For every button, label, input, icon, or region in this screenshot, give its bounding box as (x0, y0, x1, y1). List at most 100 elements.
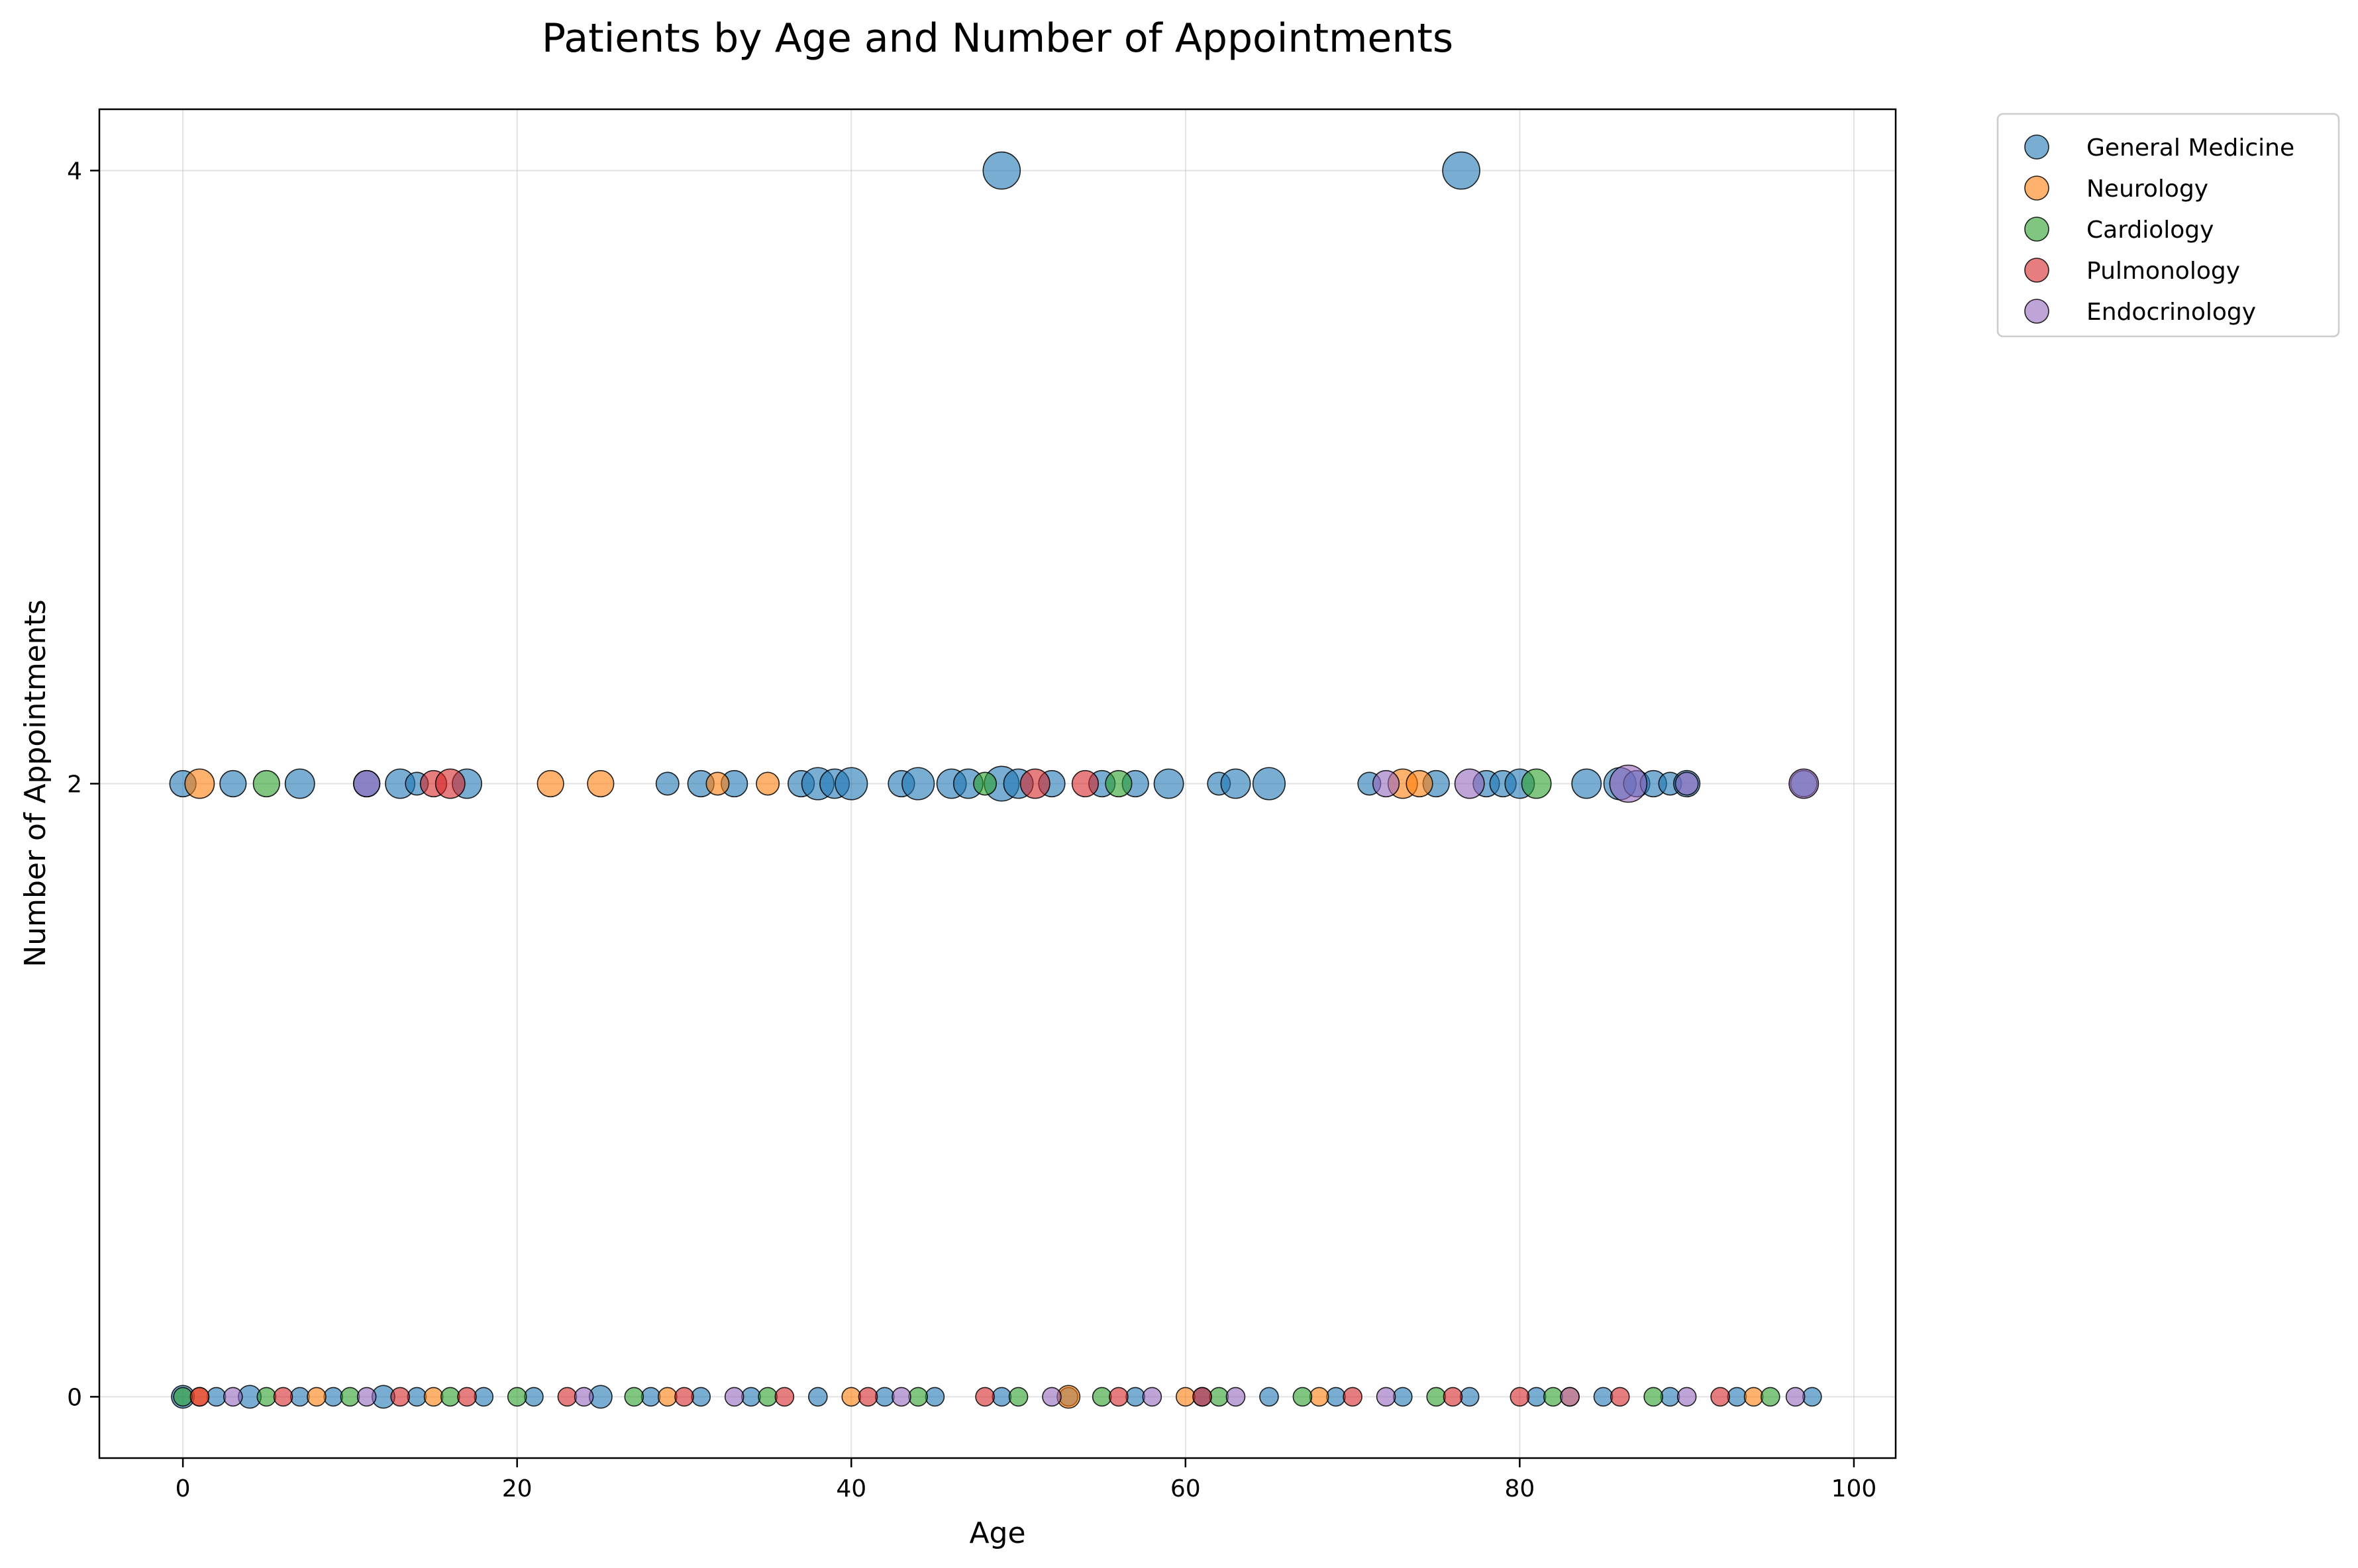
data-point (390, 1387, 410, 1407)
data-point (189, 1387, 210, 1407)
data-point (1259, 1387, 1279, 1407)
legend-frame (1996, 113, 2340, 338)
data-point (858, 1387, 878, 1407)
data-point (1674, 771, 1699, 796)
x-axis-label: Age (969, 1516, 1025, 1550)
y-axis-label: Number of Appointments (19, 599, 52, 967)
data-point (1643, 1387, 1663, 1407)
data-point (1225, 1387, 1246, 1407)
points-layer (169, 151, 1822, 1409)
data-point (724, 1387, 744, 1407)
data-point (1376, 1387, 1396, 1407)
data-point (691, 1387, 711, 1407)
data-point (1176, 1387, 1196, 1407)
legend-label: General Medicine (2086, 134, 2294, 162)
data-point (219, 769, 247, 798)
data-point (1292, 1387, 1313, 1407)
data-point (1802, 1387, 1822, 1407)
data-point (353, 769, 381, 798)
data-point (1526, 1387, 1547, 1407)
data-point (835, 767, 868, 801)
data-point (1610, 1387, 1630, 1407)
x-tick-label: 20 (502, 1475, 533, 1502)
data-point (507, 1387, 527, 1407)
legend-item: Pulmonology (2024, 258, 2240, 285)
data-point (1008, 1387, 1029, 1407)
legend-marker (2024, 299, 2049, 324)
data-point (624, 1387, 644, 1407)
data-point (674, 1387, 694, 1407)
data-point (758, 1387, 778, 1407)
data-point (1220, 768, 1251, 799)
data-point (808, 1387, 828, 1407)
data-point (474, 1387, 494, 1407)
x-tick-label: 0 (176, 1475, 191, 1502)
data-point (1660, 1387, 1680, 1407)
legend-marker (2024, 175, 2049, 201)
data-point (1105, 769, 1133, 798)
data-point (1406, 769, 1433, 798)
data-point (587, 769, 615, 798)
series-cardiology (173, 768, 1780, 1407)
data-point (1209, 1387, 1229, 1407)
data-point (1593, 1387, 1614, 1407)
data-point (557, 1387, 578, 1407)
data-point (323, 1387, 343, 1407)
data-point (901, 767, 935, 801)
legend-items: General Medicine Neurology Cardiology Pulmo… (2024, 134, 2294, 326)
data-point (1071, 769, 1100, 798)
data-point (1392, 1387, 1413, 1407)
data-point (1609, 764, 1648, 803)
data-point (206, 1387, 227, 1407)
x-tick-label: 100 (1831, 1475, 1877, 1502)
data-point (1309, 1387, 1329, 1407)
data-point (537, 769, 564, 798)
data-point (1727, 1387, 1747, 1407)
data-point (741, 1387, 761, 1407)
data-point (1019, 768, 1051, 799)
data-point (975, 1387, 995, 1407)
data-point (756, 771, 780, 796)
data-point (289, 1387, 310, 1407)
data-point (173, 1387, 193, 1407)
chart-title: Patients by Age and Number of Appointmen… (542, 15, 1453, 62)
data-point (524, 1387, 544, 1407)
x-tick-label: 80 (1504, 1475, 1535, 1502)
ticks-layer: 0 20 40 60 80 100 0 2 4 (67, 158, 1876, 1502)
legend-marker (2024, 134, 2049, 160)
data-point (223, 1387, 243, 1407)
legend-item: Neurology (2024, 175, 2208, 203)
data-point (1372, 769, 1400, 798)
y-tick-label: 0 (67, 1384, 82, 1411)
data-point (1454, 768, 1485, 799)
data-point (252, 769, 280, 798)
data-point (1459, 1387, 1480, 1407)
data-point (1743, 1387, 1764, 1407)
data-point (655, 771, 680, 796)
series-endocrinology (223, 764, 1820, 1407)
data-point (1521, 768, 1552, 799)
data-point (657, 1387, 678, 1407)
y-tick-label: 2 (67, 771, 82, 799)
data-point (284, 768, 315, 799)
data-point (1676, 1387, 1697, 1407)
data-point (273, 1387, 293, 1407)
data-point (440, 1387, 460, 1407)
data-point (423, 1387, 444, 1407)
legend-item: General Medicine (2024, 134, 2294, 162)
data-point (1426, 1387, 1447, 1407)
data-point (892, 1387, 911, 1407)
y-tick-label: 4 (67, 158, 82, 185)
data-point (973, 771, 998, 796)
data-point (307, 1387, 327, 1407)
data-point (841, 1387, 862, 1407)
legend-marker (2024, 217, 2049, 242)
data-point (1560, 1387, 1580, 1407)
data-point (407, 1387, 427, 1407)
legend-label: Neurology (2086, 175, 2208, 203)
data-point (705, 771, 730, 796)
data-point (184, 768, 215, 799)
data-point (1710, 1387, 1730, 1407)
data-point (1326, 1387, 1346, 1407)
